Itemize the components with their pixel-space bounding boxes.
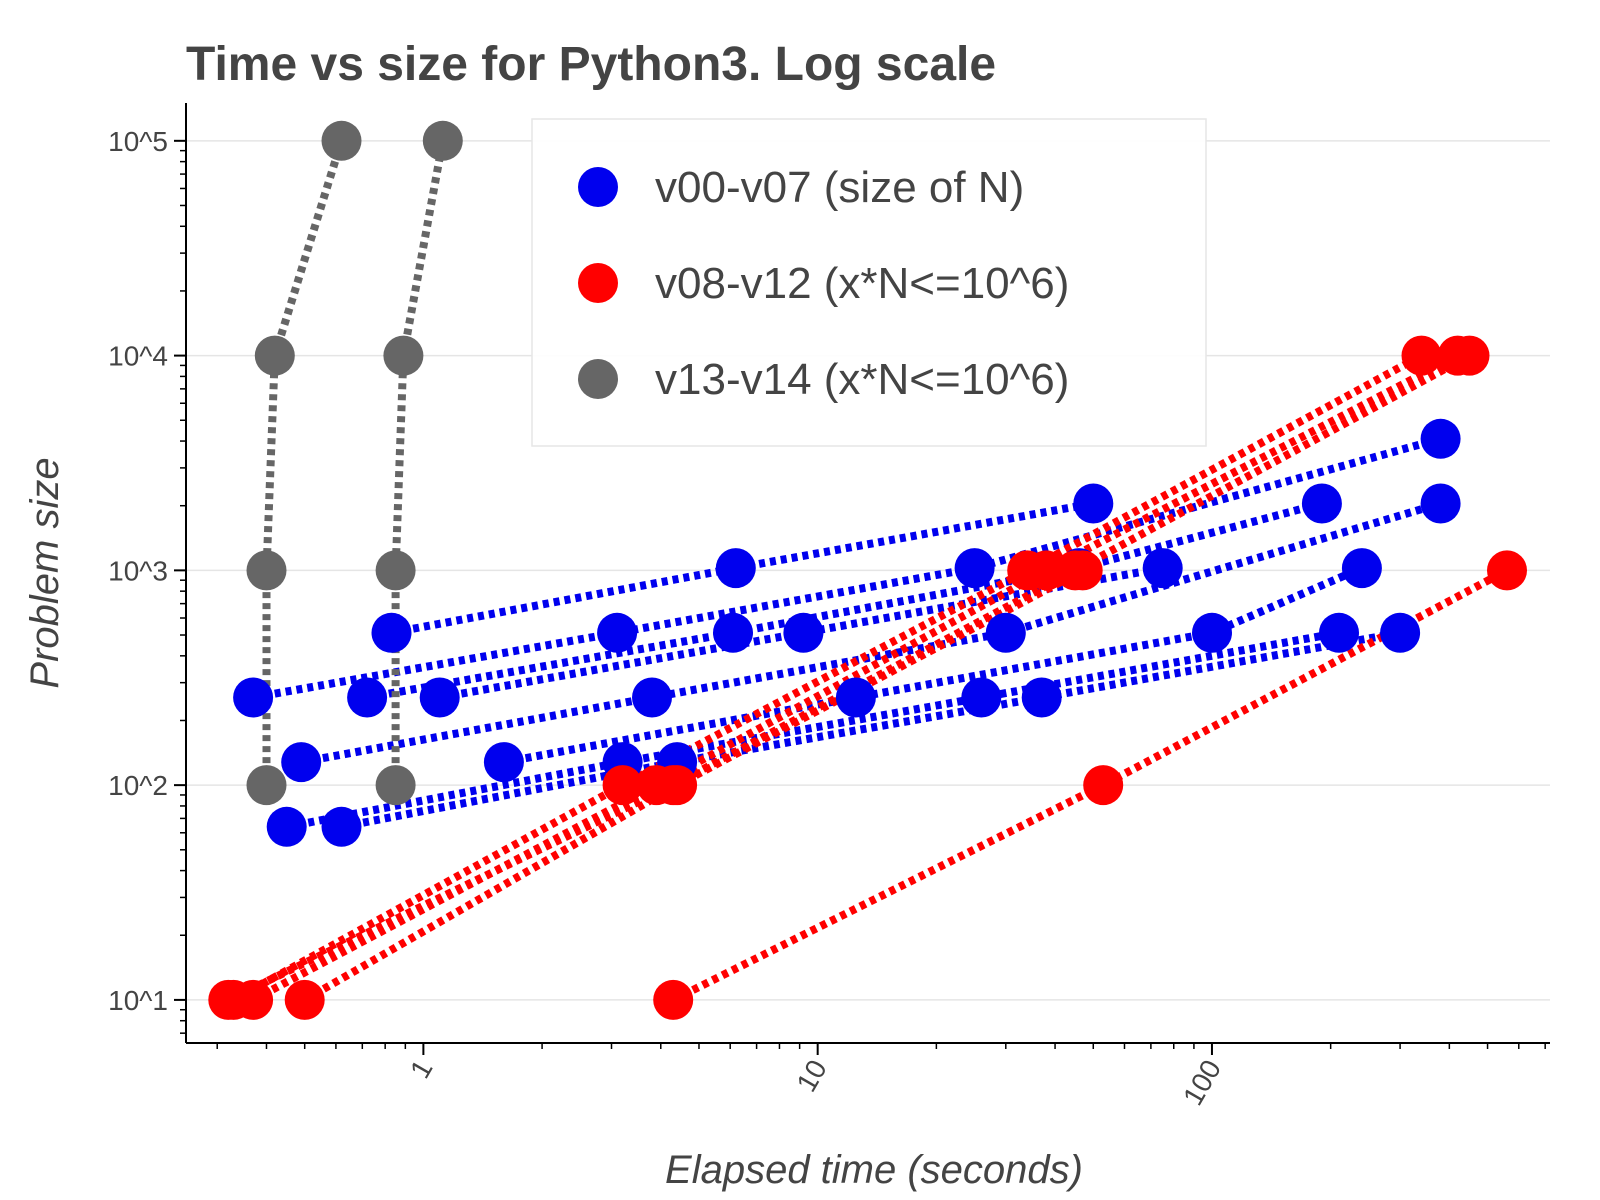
legend-marker [578, 359, 618, 399]
legend-marker [578, 263, 618, 303]
data-point [321, 806, 362, 847]
series-points-1 [208, 335, 1527, 1020]
data-point [383, 335, 424, 376]
legend-marker [578, 167, 618, 207]
data-point [602, 765, 643, 806]
series-line [503, 564, 1364, 767]
data-point [1420, 483, 1461, 524]
chart-title: Time vs size for Python3. Log scale [186, 38, 996, 91]
data-point [208, 979, 249, 1020]
series-line [340, 628, 1401, 831]
series-line [262, 139, 346, 786]
data-point [1062, 550, 1103, 591]
data-point [1319, 612, 1359, 653]
data-point [371, 612, 412, 653]
x-tick-label: 1 [404, 1055, 439, 1084]
data-point [657, 765, 698, 806]
y-axis-label: Problem size [23, 457, 67, 688]
series-line [391, 140, 447, 786]
y-tick-label: 10^2 [108, 770, 168, 801]
data-point [1073, 483, 1114, 524]
series-line [252, 434, 1442, 702]
data-point [1083, 765, 1124, 806]
data-point [284, 979, 325, 1020]
data-point [1026, 550, 1067, 591]
series-line [300, 499, 1442, 767]
series-line [231, 352, 1424, 1004]
legend-box [531, 118, 1207, 447]
data-point [419, 677, 460, 718]
data-point [1021, 677, 1062, 718]
data-series [208, 120, 1527, 1020]
data-point [954, 548, 995, 589]
data-point [632, 677, 672, 718]
data-point [1401, 335, 1442, 376]
data-point [961, 677, 1002, 718]
data-point [835, 677, 876, 718]
y-tick-label: 10^3 [108, 555, 168, 586]
data-point [483, 742, 524, 783]
data-point [1142, 548, 1183, 589]
legend: v00-v07 (size of N) v08-v12 (x*N<=10^6) v1… [531, 118, 1207, 447]
series-line [366, 499, 1323, 702]
x-tick-label: 100 [1177, 1055, 1227, 1111]
data-point [246, 550, 287, 591]
data-point [254, 335, 295, 376]
series-points-2 [246, 120, 463, 806]
data-point [985, 612, 1026, 653]
data-point [597, 612, 638, 653]
data-point [233, 677, 274, 718]
series-line [671, 566, 1509, 1004]
data-point [1449, 335, 1490, 376]
y-tick-label: 10^1 [108, 985, 168, 1016]
data-point [347, 677, 388, 718]
legend-label: v08-v12 (x*N<=10^6) [655, 259, 1069, 308]
data-point [653, 979, 694, 1020]
x-axis-label: Elapsed time (seconds) [665, 1148, 1083, 1192]
data-point [281, 742, 322, 783]
series-line [251, 352, 1460, 1004]
legend-label: v00-v07 (size of N) [655, 163, 1024, 212]
data-point [321, 120, 362, 161]
data-point [715, 548, 756, 589]
y-tick-label: 10^5 [108, 126, 168, 157]
data-point [1192, 612, 1232, 653]
data-point [783, 612, 824, 653]
legend-label: v13-v14 (x*N<=10^6) [655, 355, 1069, 404]
data-point [422, 120, 463, 161]
data-point [1301, 483, 1342, 524]
series-line [438, 564, 1164, 702]
series-0 [252, 434, 1442, 831]
y-tick-label: 10^4 [108, 341, 168, 372]
data-point [375, 550, 416, 591]
data-point [1341, 548, 1382, 589]
series-line [226, 352, 1472, 1004]
data-point [1420, 418, 1461, 459]
data-point [1380, 612, 1421, 653]
data-point [375, 765, 416, 806]
x-tick-label: 10 [790, 1055, 832, 1097]
series-2 [262, 139, 447, 786]
legend-items: v00-v07 (size of N) v08-v12 (x*N<=10^6) v1… [578, 163, 1069, 404]
data-point [246, 765, 287, 806]
data-point [1487, 550, 1527, 591]
data-point [713, 612, 753, 653]
data-point [266, 806, 307, 847]
